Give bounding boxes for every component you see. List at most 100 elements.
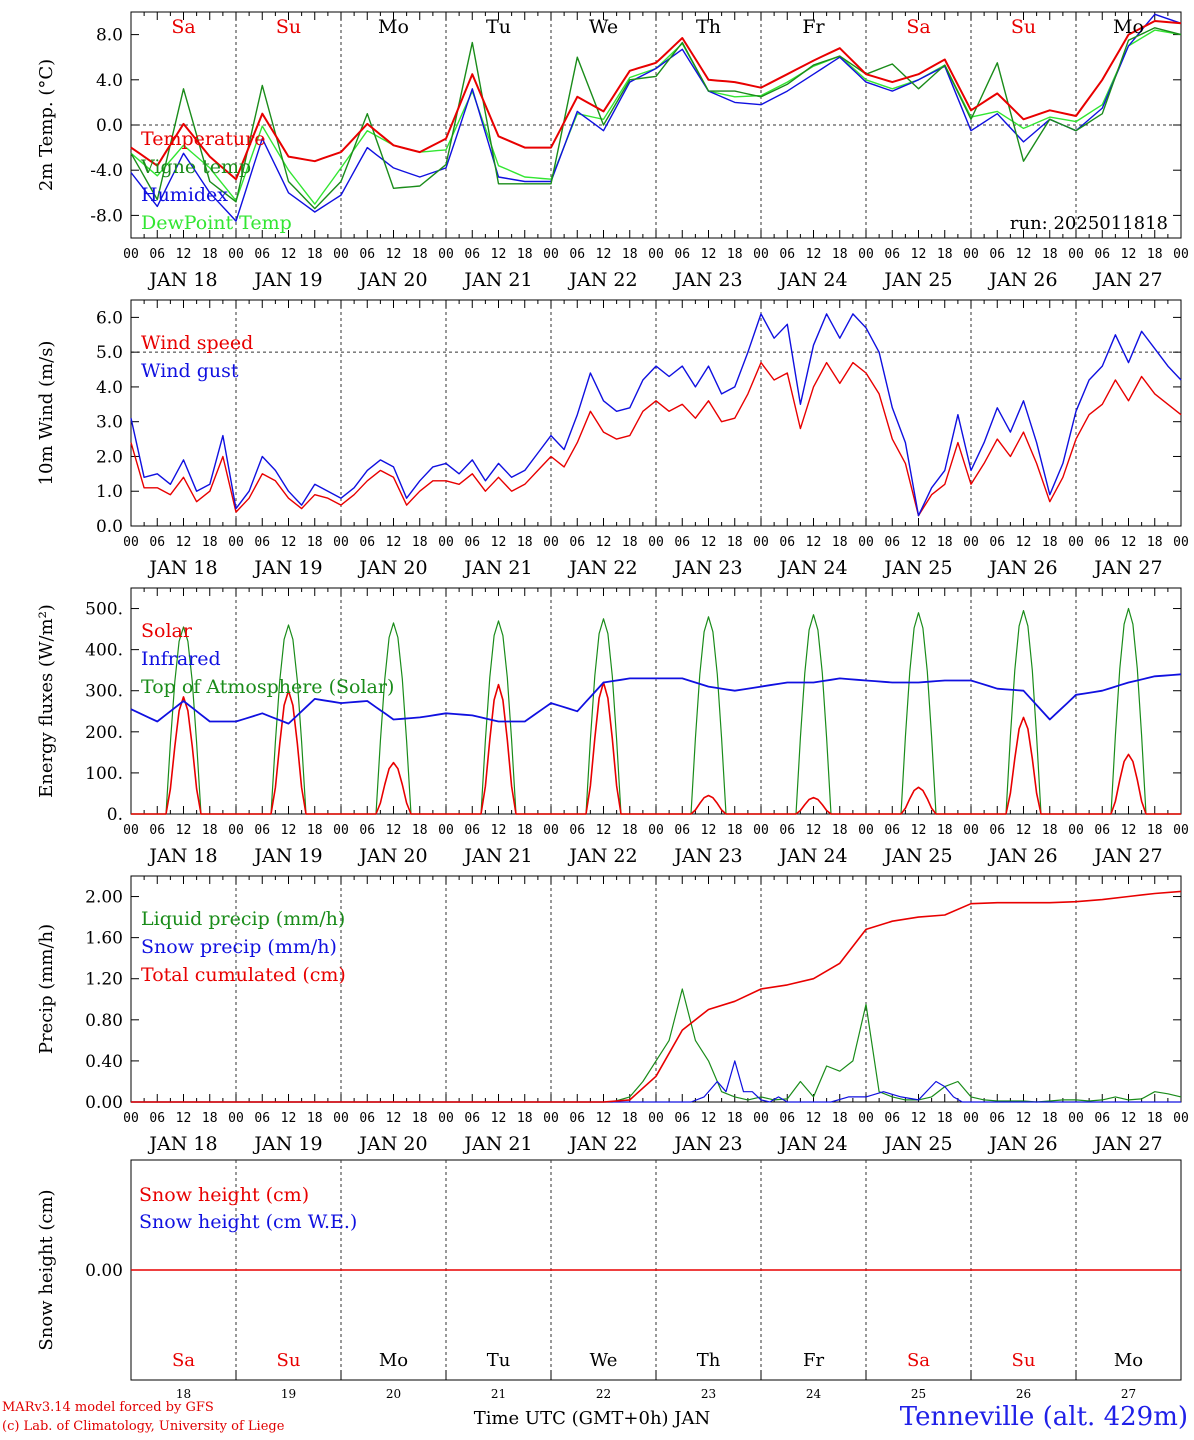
day-label: JAN 23 (672, 1133, 742, 1155)
panel-wind (130, 299, 1182, 527)
day-label: JAN 19 (252, 1133, 322, 1155)
hour-tick-label: 00 (333, 823, 349, 838)
hour-tick-label: 12 (701, 247, 717, 262)
hour-tick-label: 00 (123, 247, 139, 262)
hour-tick-label: 18 (517, 823, 533, 838)
day-label: JAN 21 (462, 1133, 532, 1155)
hour-tick-label: 12 (281, 247, 297, 262)
hour-tick-label: 12 (806, 247, 822, 262)
hour-tick-label: 12 (386, 535, 402, 550)
hour-tick-label: 00 (438, 247, 454, 262)
hour-tick-label: 00 (228, 823, 244, 838)
hour-tick-label: 18 (517, 1111, 533, 1126)
hour-tick-label: 06 (674, 535, 690, 550)
y-tick-label: 4.0 (96, 71, 123, 91)
hour-tick-label: 18 (517, 535, 533, 550)
hour-tick-label: 18 (307, 247, 323, 262)
hour-tick-label: 18 (727, 247, 743, 262)
hour-tick-label: 18 (202, 1111, 218, 1126)
weekday-label: Th (696, 16, 721, 38)
hour-tick-label: 18 (622, 823, 638, 838)
hour-tick-label: 18 (307, 535, 323, 550)
station-title: Tenneville (alt. 429m) (899, 1402, 1188, 1432)
hour-tick-label: 18 (202, 247, 218, 262)
hour-tick-label: 12 (911, 535, 927, 550)
day-number: 25 (911, 1387, 926, 1401)
day-label: JAN 21 (462, 557, 532, 579)
hour-tick-label: 12 (176, 823, 192, 838)
hour-tick-label: 06 (359, 1111, 375, 1126)
hour-tick-label: 00 (228, 247, 244, 262)
y-tick-label: 2.0 (96, 447, 123, 467)
hour-tick-label: 00 (753, 823, 769, 838)
hour-tick-label: 12 (596, 823, 612, 838)
hour-tick-label: 18 (307, 1111, 323, 1126)
hour-tick-label: 06 (254, 247, 270, 262)
hour-tick-label: 00 (963, 1111, 979, 1126)
day-number: 26 (1016, 1387, 1031, 1401)
weekday-label: Mo (1113, 16, 1144, 38)
hour-tick-label: 06 (464, 823, 480, 838)
hour-tick-label: 00 (753, 535, 769, 550)
hour-tick-label: 00 (648, 823, 664, 838)
hour-tick-label: 18 (1042, 823, 1058, 838)
hour-tick-label: 12 (701, 823, 717, 838)
y-axis-label: 10m Wind (m/s) (36, 341, 57, 486)
legend-snow-height-cm-: Snow height (cm) (139, 1184, 309, 1206)
hour-tick-label: 00 (753, 247, 769, 262)
hour-tick-label: 12 (176, 247, 192, 262)
hour-tick-label: 00 (438, 535, 454, 550)
hour-tick-label: 12 (911, 247, 927, 262)
hour-tick-label: 00 (858, 247, 874, 262)
hour-tick-label: 06 (779, 823, 795, 838)
hour-tick-label: 12 (491, 247, 507, 262)
hour-tick-label: 00 (1173, 535, 1189, 550)
hour-tick-label: 00 (543, 535, 559, 550)
weekday-label: Th (697, 1350, 721, 1371)
hour-tick-label: 06 (674, 247, 690, 262)
hour-tick-label: 00 (1068, 535, 1084, 550)
day-label: JAN 26 (987, 269, 1057, 291)
day-number: 19 (281, 1387, 296, 1401)
hour-tick-label: 00 (123, 1111, 139, 1126)
y-axis-label: Energy fluxes (W/m²) (36, 604, 57, 798)
hour-tick-label: 18 (832, 1111, 848, 1126)
day-label: JAN 22 (567, 269, 637, 291)
hour-tick-label: 00 (228, 1111, 244, 1126)
legend-wind-speed: Wind speed (141, 332, 253, 354)
legend-total-cumulated-cm-: Total cumulated (cm) (141, 964, 346, 986)
hour-tick-label: 18 (412, 823, 428, 838)
hour-tick-label: 12 (386, 823, 402, 838)
hour-tick-label: 00 (123, 535, 139, 550)
hour-tick-label: 00 (963, 823, 979, 838)
hour-tick-label: 06 (1094, 535, 1110, 550)
run-annotation: run: 2025011818 (1010, 213, 1168, 234)
hour-tick-label: 00 (858, 535, 874, 550)
hour-tick-label: 18 (937, 535, 953, 550)
series-line-0 (131, 988, 1182, 1103)
hour-tick-label: 18 (202, 535, 218, 550)
credit-model: MARv3.14 model forced by GFS (2, 1400, 214, 1415)
day-number: 23 (701, 1387, 716, 1401)
hour-tick-label: 12 (281, 823, 297, 838)
legend-snow-precip-mm-h-: Snow precip (mm/h) (141, 936, 337, 958)
hour-tick-label: 18 (727, 1111, 743, 1126)
hour-tick-label: 00 (543, 823, 559, 838)
hour-tick-label: 18 (622, 535, 638, 550)
legend-wind-gust: Wind gust (141, 360, 239, 382)
day-number: 20 (386, 1387, 401, 1401)
legend-solar: Solar (141, 620, 193, 642)
day-label: JAN 24 (777, 269, 847, 291)
day-number: 18 (176, 1387, 191, 1401)
y-tick-label: 0.0 (96, 116, 123, 136)
series-line-1 (130, 313, 1182, 517)
day-label: JAN 27 (1092, 557, 1162, 579)
hour-tick-label: 06 (254, 1111, 270, 1126)
hour-tick-label: 06 (884, 535, 900, 550)
hour-tick-label: 18 (1147, 535, 1163, 550)
hour-tick-label: 06 (1094, 247, 1110, 262)
hour-tick-label: 12 (1016, 535, 1032, 550)
hour-tick-label: 06 (569, 1111, 585, 1126)
hour-tick-label: 12 (596, 1111, 612, 1126)
